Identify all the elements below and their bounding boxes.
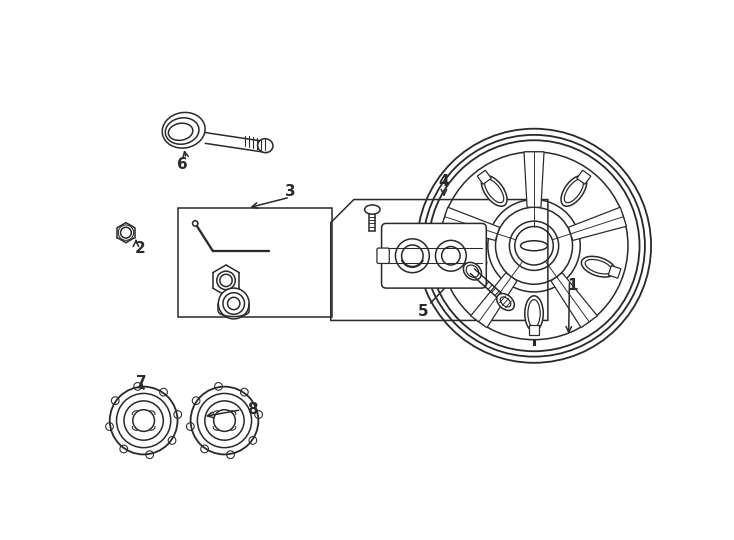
Circle shape bbox=[133, 410, 154, 431]
Polygon shape bbox=[608, 266, 621, 278]
Text: 2: 2 bbox=[134, 240, 145, 255]
Ellipse shape bbox=[463, 262, 482, 280]
Circle shape bbox=[197, 394, 252, 448]
Circle shape bbox=[214, 410, 236, 431]
Ellipse shape bbox=[482, 176, 507, 206]
Ellipse shape bbox=[581, 256, 616, 277]
Text: 4: 4 bbox=[439, 174, 449, 190]
Ellipse shape bbox=[168, 123, 193, 140]
Circle shape bbox=[435, 240, 466, 271]
Circle shape bbox=[124, 401, 163, 440]
Ellipse shape bbox=[497, 294, 515, 310]
Polygon shape bbox=[447, 266, 459, 278]
Polygon shape bbox=[524, 152, 544, 207]
Polygon shape bbox=[529, 326, 539, 335]
Polygon shape bbox=[569, 207, 626, 240]
Ellipse shape bbox=[484, 179, 504, 202]
Polygon shape bbox=[331, 200, 548, 320]
Ellipse shape bbox=[162, 112, 205, 148]
Ellipse shape bbox=[457, 259, 483, 274]
Bar bbox=[178, 208, 333, 318]
Ellipse shape bbox=[466, 265, 479, 277]
Ellipse shape bbox=[452, 256, 487, 277]
Circle shape bbox=[205, 401, 244, 440]
Polygon shape bbox=[577, 170, 591, 184]
Circle shape bbox=[110, 387, 178, 455]
Text: 1: 1 bbox=[567, 278, 578, 293]
Text: 7: 7 bbox=[136, 375, 147, 389]
Ellipse shape bbox=[564, 179, 584, 202]
FancyBboxPatch shape bbox=[382, 224, 487, 288]
Ellipse shape bbox=[165, 118, 199, 144]
Ellipse shape bbox=[561, 176, 586, 206]
Circle shape bbox=[191, 387, 258, 455]
Ellipse shape bbox=[365, 205, 380, 214]
Ellipse shape bbox=[585, 259, 611, 274]
Ellipse shape bbox=[525, 296, 543, 331]
Text: 3: 3 bbox=[285, 184, 295, 199]
Polygon shape bbox=[477, 170, 491, 184]
Text: 6: 6 bbox=[177, 157, 187, 172]
Polygon shape bbox=[470, 273, 517, 328]
Circle shape bbox=[117, 394, 171, 448]
Circle shape bbox=[192, 221, 198, 226]
Polygon shape bbox=[442, 207, 500, 240]
Ellipse shape bbox=[258, 139, 273, 153]
Text: 8: 8 bbox=[247, 402, 258, 417]
Text: 5: 5 bbox=[418, 303, 429, 319]
Circle shape bbox=[396, 239, 429, 273]
FancyBboxPatch shape bbox=[377, 248, 389, 264]
Ellipse shape bbox=[528, 300, 540, 327]
Polygon shape bbox=[551, 273, 597, 328]
Circle shape bbox=[218, 288, 249, 319]
